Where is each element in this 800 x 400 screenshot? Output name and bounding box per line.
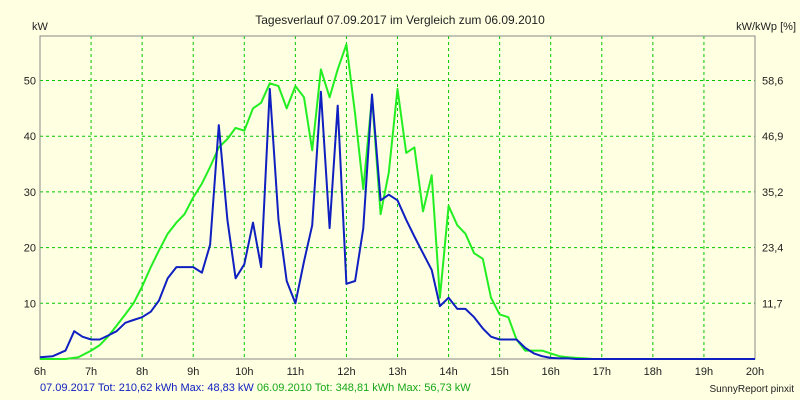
y-tick-label-left: 30 xyxy=(24,187,36,199)
x-tick-label: 14h xyxy=(439,366,457,378)
x-tick-label: 13h xyxy=(388,366,406,378)
x-tick-label: 17h xyxy=(593,366,611,378)
right-axis-unit: kW/kWp [%] xyxy=(736,21,796,33)
x-tick-label: 15h xyxy=(490,366,508,378)
x-tick-label: 18h xyxy=(644,366,662,378)
y-tick-label-right: 23,4 xyxy=(762,243,783,255)
y-tick-label-right: 46,9 xyxy=(762,131,783,143)
series-line-1 xyxy=(39,87,755,360)
x-tick-label: 8h xyxy=(136,366,148,378)
credit-text: SunnyReport pinxit xyxy=(709,384,795,395)
x-tick-label: 12h xyxy=(337,366,355,378)
y-tick-label-right: 35,2 xyxy=(762,187,783,199)
plot-frame xyxy=(39,35,756,360)
y-tick-label-left: 40 xyxy=(24,131,36,143)
grid xyxy=(40,36,755,359)
x-tick-label: 11h xyxy=(287,366,305,378)
x-tick-label: 10h xyxy=(235,366,253,378)
x-tick-label: 9h xyxy=(187,366,199,378)
x-tick-label: 19h xyxy=(695,366,713,378)
series-lines xyxy=(39,43,755,360)
left-axis-unit: kW xyxy=(32,21,49,33)
series1-summary: 07.09.2017 Tot: 210,62 kWh Max: 48,83 kW xyxy=(40,382,254,394)
y-tick-label-right: 11,7 xyxy=(762,298,783,310)
x-tick-label: 16h xyxy=(542,366,560,378)
axis-ticks: 6h 7h 8h 9h 10h 11h 12h 13h 14h 15h 16h 17h 18h 19h 20… xyxy=(24,76,784,378)
y-tick-label-right: 58,6 xyxy=(762,76,783,88)
footer-summary: 07.09.2017 Tot: 210,62 kWh Max: 48,83 kW… xyxy=(40,382,471,394)
series2-summary: 06.09.2010 Tot: 348,81 kWh Max: 56,73 kW xyxy=(256,382,471,394)
x-tick-label: 20h xyxy=(746,366,764,378)
x-tick-label: 6h xyxy=(34,366,46,378)
y-tick-label-left: 20 xyxy=(24,243,36,255)
y-tick-label-left: 10 xyxy=(24,298,36,310)
y-tick-label-left: 50 xyxy=(24,76,36,88)
chart-title: Tagesverlauf 07.09.2017 im Vergleich zum… xyxy=(255,13,545,27)
x-tick-label: 7h xyxy=(85,366,97,378)
